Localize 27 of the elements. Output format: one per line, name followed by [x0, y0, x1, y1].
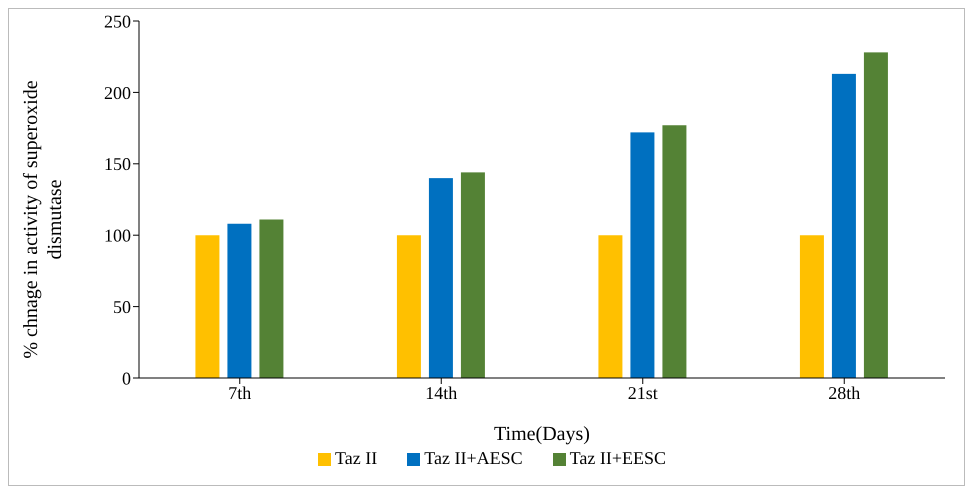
x-axis-title: Time(Days) [494, 423, 590, 445]
x-tick-label: 28th [828, 382, 860, 403]
bar [864, 52, 888, 378]
y-tick-label: 250 [104, 11, 131, 32]
bar [396, 235, 421, 378]
bar [800, 235, 824, 378]
y-tick-label: 100 [104, 226, 131, 246]
legend-label: Taz II+AESC [424, 448, 523, 468]
bar [630, 132, 654, 378]
y-tick-label: 200 [104, 82, 131, 103]
bar [662, 125, 686, 378]
x-tick-label: 7th [228, 382, 252, 403]
y-axis-title: % chnage in activity of superoxide dismutase [20, 80, 66, 359]
x-tick-label: 14th [425, 382, 458, 403]
bar [460, 172, 485, 378]
bar [832, 74, 856, 378]
legend-label: Taz II+EESC [570, 448, 666, 468]
bar [259, 219, 284, 378]
x-tick-label: 21st [628, 382, 658, 403]
bar [598, 235, 622, 378]
bar [428, 178, 453, 378]
y-tick-label: 150 [104, 154, 131, 174]
y-tick-label: 0 [122, 368, 131, 388]
bar [227, 224, 252, 378]
legend-label: Taz II [335, 448, 378, 468]
bar [195, 235, 220, 378]
y-tick-label: 50 [113, 296, 131, 317]
